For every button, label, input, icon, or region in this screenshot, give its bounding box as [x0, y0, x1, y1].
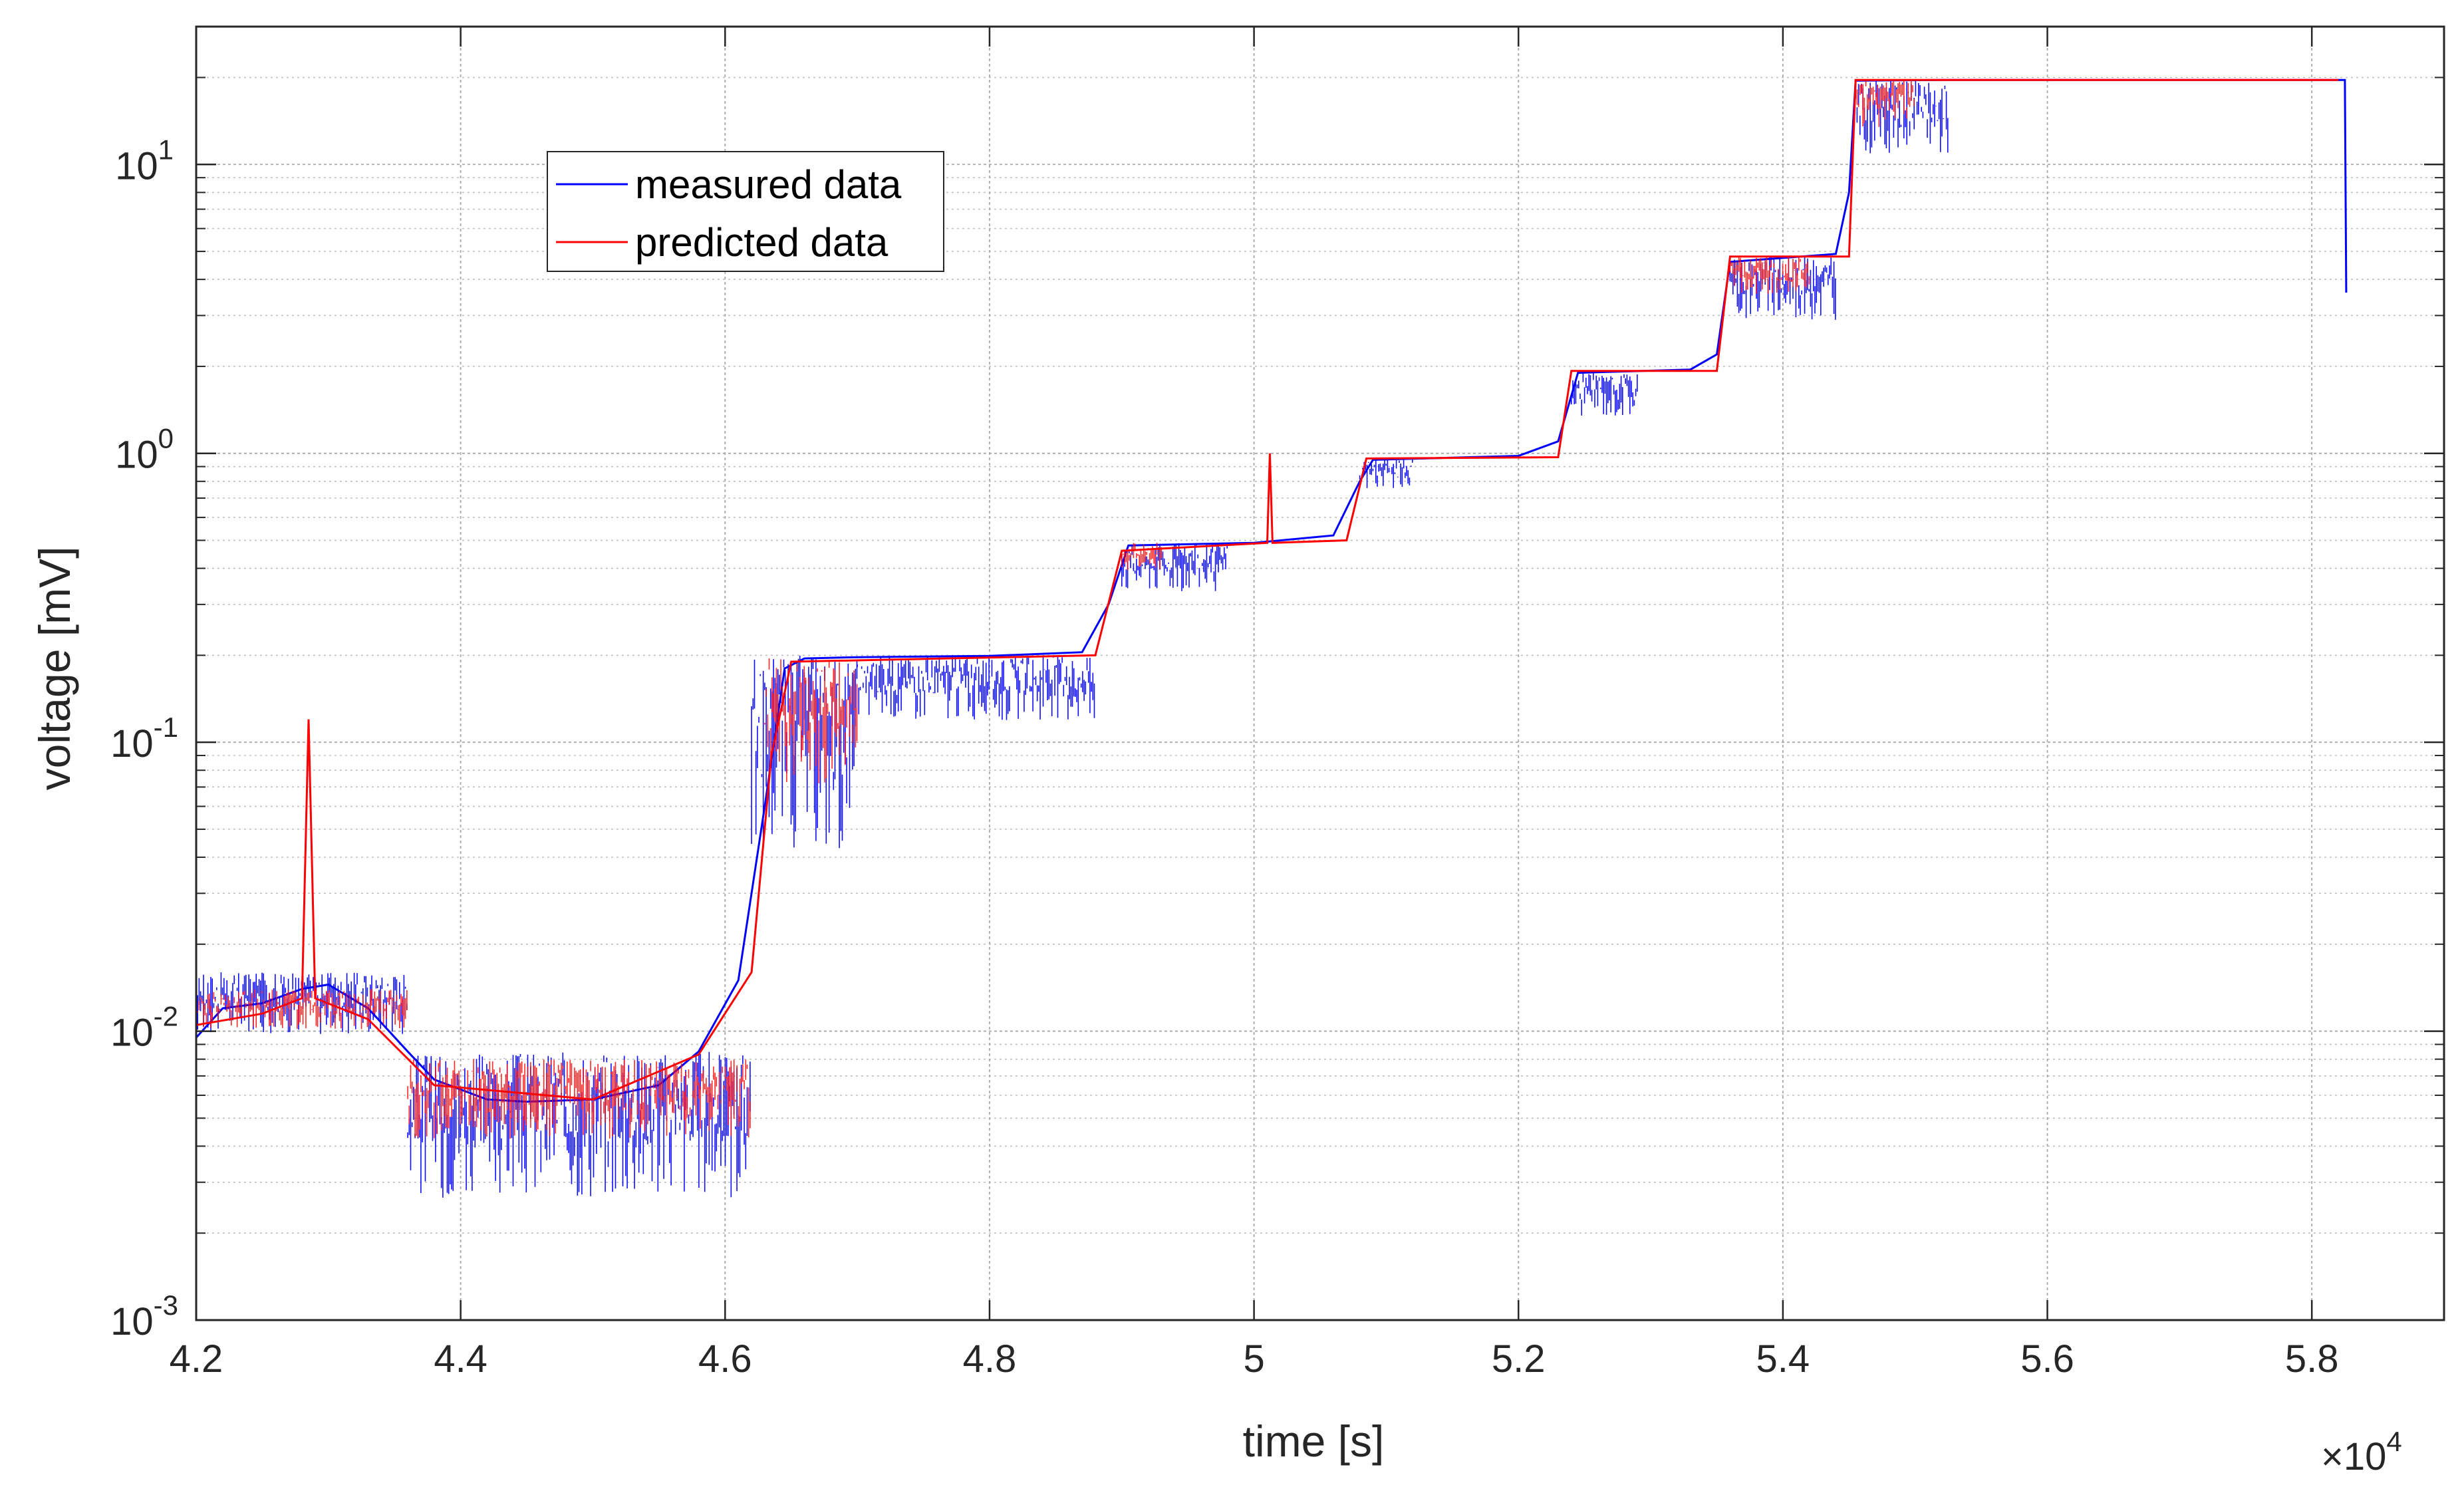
series-0-noise-band — [1571, 373, 1638, 416]
y-tick-label: 10-1 — [110, 712, 178, 765]
series-1 — [196, 78, 2338, 1139]
y-tick-label: 101 — [115, 134, 174, 188]
series-1-noise-band — [407, 1059, 751, 1139]
y-tick-exponent: 1 — [158, 134, 174, 165]
x-tick-label: 5.4 — [1756, 1337, 1810, 1381]
series-1-noise-band — [1729, 257, 1810, 294]
x-scale-label: ×104 — [2321, 1426, 2402, 1478]
series-1-noise-band — [764, 658, 858, 783]
legend-box — [547, 151, 944, 272]
x-scale-base: ×10 — [2321, 1435, 2386, 1478]
series-0-noise-band — [857, 656, 1095, 720]
y-axis-label: voltage [mV] — [30, 547, 79, 791]
y-tick-label: 10-3 — [110, 1289, 178, 1343]
y-tick-base: 10 — [110, 722, 154, 765]
y-tick-label: 10-2 — [110, 1001, 178, 1055]
series-0-noise-band — [1121, 543, 1228, 591]
svg-text:×104: ×104 — [2321, 1426, 2402, 1478]
x-scale-exponent: 4 — [2386, 1426, 2401, 1457]
y-tick-base: 10 — [115, 144, 158, 188]
series-0-noise-band — [1359, 458, 1413, 488]
y-tick-label: 100 — [115, 423, 174, 477]
plot-frame — [195, 25, 2445, 1321]
legend-label-measured: measured data — [635, 162, 902, 207]
x-axis-label: time [s] — [1243, 1417, 1385, 1466]
y-tick-exponent: -1 — [154, 712, 178, 743]
series-1-line — [196, 78, 2338, 1101]
y-tick-exponent: 0 — [158, 423, 174, 454]
y-tick-exponent: -2 — [154, 1001, 178, 1032]
x-tick-label: 4.4 — [434, 1337, 487, 1381]
x-tick-label: 5.2 — [1492, 1337, 1546, 1381]
x-tick-label: 4.6 — [698, 1337, 752, 1381]
y-tick-base: 10 — [110, 1300, 154, 1343]
x-tick-label: 5 — [1243, 1337, 1264, 1381]
y-tick-exponent: -3 — [154, 1289, 178, 1321]
x-tick-label: 5.6 — [2020, 1337, 2074, 1381]
x-tick-label: 5.8 — [2285, 1337, 2339, 1381]
legend: measured data predicted data — [547, 151, 944, 272]
x-tick-label: 4.8 — [963, 1337, 1017, 1381]
y-tick-base: 10 — [110, 1012, 154, 1055]
legend-label-predicted: predicted data — [635, 220, 889, 265]
x-tick-label: 4.2 — [170, 1337, 223, 1381]
y-tick-base: 10 — [115, 434, 158, 477]
series-layer — [196, 78, 2348, 1198]
